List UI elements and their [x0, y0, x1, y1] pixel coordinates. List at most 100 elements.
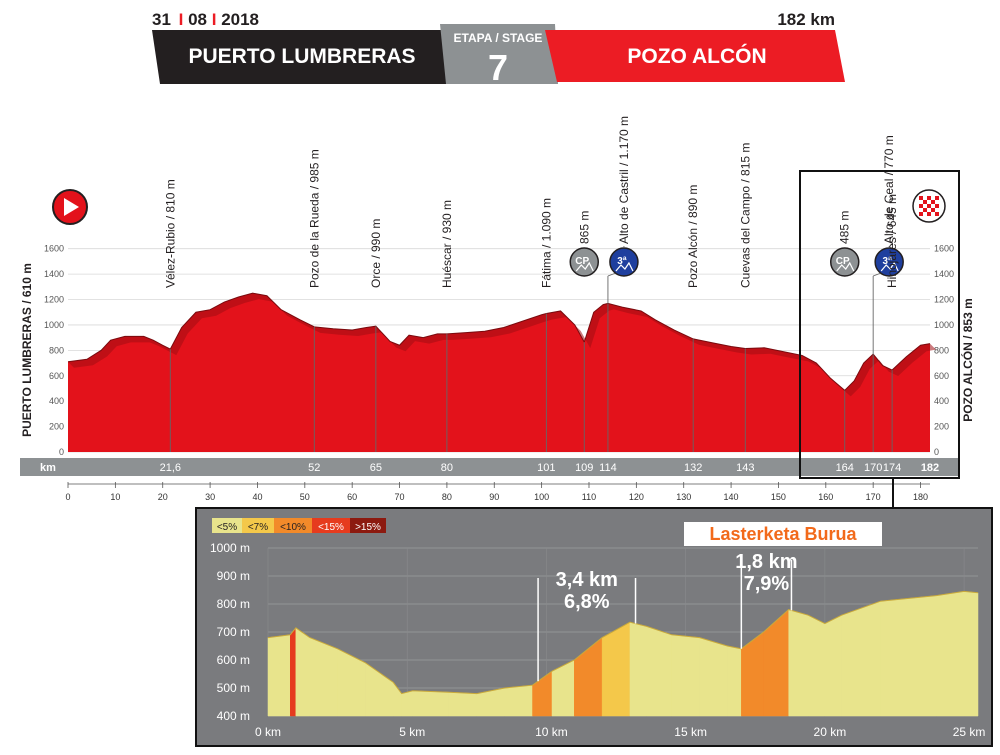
date-day: 31: [152, 10, 171, 29]
climb-gradient-label: 7,9%: [744, 573, 790, 595]
inset-gradient-segment: [935, 591, 965, 717]
finale-detail-chart: 400 m 500 m 600 m 700 m 800 m 900 m 1000 m 0 km…: [195, 507, 993, 747]
place-label: Vélez-Rubio / 810 m: [163, 179, 177, 288]
inset-gradient-segment: [646, 626, 672, 717]
inset-gradient-segment: [309, 637, 338, 717]
checker-square: [935, 212, 939, 216]
header: 31 I 08 I 2018 182 km PUERTO LUMBRERAS E…: [152, 10, 845, 88]
checker-square: [919, 204, 923, 208]
place-label: Fátima / 1.090 m: [539, 198, 553, 288]
legend-label: <5%: [217, 522, 237, 533]
checker-square: [927, 200, 931, 204]
checker-square: [927, 212, 931, 216]
main-y-tick-left: 400: [49, 396, 64, 406]
badge-text: CP: [575, 256, 589, 267]
checker-square: [931, 204, 935, 208]
inset-x-tick: 5 km: [399, 725, 425, 739]
checker-square: [931, 196, 935, 200]
inset-gradient-segment: [412, 690, 450, 717]
legend-swatch: [312, 518, 350, 533]
main-y-tick-right: 400: [934, 396, 949, 406]
inset-gradient-segment: [963, 591, 979, 717]
inset-y-tick: 900 m: [217, 569, 250, 583]
main-y-tick-left: 1200: [44, 295, 64, 305]
inset-gradient-segment: [290, 627, 297, 717]
inset-profile-line: [267, 590, 979, 695]
place-label: Cuevas del Campo / 815 m: [738, 143, 752, 288]
inset-x-tick: 25 km: [953, 725, 986, 739]
km-bar-marker: 114: [599, 462, 617, 474]
checker-square: [931, 212, 935, 216]
place-label: Huéscar / 930 m: [440, 200, 454, 288]
climb-length-label: 1,8 km: [735, 551, 797, 573]
checker-square: [935, 204, 939, 208]
place-label: Pozo Alcón / 890 m: [686, 185, 700, 288]
main-y-tick-right: 800: [934, 345, 949, 355]
inset-y-tick: 800 m: [217, 597, 250, 611]
inset-gradient-segment: [504, 684, 533, 717]
checker-square: [923, 208, 927, 212]
km-bar-marker: 164: [836, 462, 854, 474]
main-y-tick-left: 800: [49, 345, 64, 355]
checker-square: [923, 204, 927, 208]
main-y-tick-right: 1600: [934, 244, 954, 254]
main-x-tick-label: 20: [158, 492, 168, 502]
main-elevation-line: [67, 292, 931, 392]
place-label: Orce / 990 m: [369, 219, 383, 288]
finish-flag-icon: [912, 189, 946, 223]
inset-gradient-segment: [401, 690, 414, 717]
legend-swatch: [350, 518, 386, 533]
main-y-tick-left: 0: [59, 447, 64, 457]
place-label: 865 m: [577, 211, 591, 244]
legend-label: <7%: [248, 522, 268, 533]
checker-square: [927, 204, 931, 208]
stage-distance: 182 km: [777, 10, 835, 29]
inset-y-tick: 400 m: [217, 709, 250, 723]
place-label: Pozo de la Rueda / 985 m: [307, 149, 321, 288]
finish-banner: [545, 30, 845, 82]
place-label: Alto de Castril / 1.170 m: [617, 116, 631, 244]
main-x-tick-label: 10: [110, 492, 120, 502]
checker-square: [927, 208, 931, 212]
mountain-icon: [836, 261, 855, 272]
main-place-markers: Vélez-Rubio / 810 m Pozo de la Rueda / 98…: [163, 116, 904, 452]
main-x-tick-label: 80: [442, 492, 452, 502]
main-y-tick-left: 1000: [44, 320, 64, 330]
inset-y-tick: 1000 m: [210, 541, 250, 555]
place-label: Hinojares / 645 m: [885, 194, 899, 288]
checker-square: [923, 196, 927, 200]
checker-square: [935, 208, 939, 212]
main-y-tick-left: 200: [49, 422, 64, 432]
km-bar-marker: 174: [883, 462, 901, 474]
finish-side-label: POZO ALCÓN / 853 m: [960, 298, 975, 422]
date-month: 08: [188, 10, 207, 29]
inset-gradient-segment: [727, 645, 742, 717]
checker-square: [923, 212, 927, 216]
main-y-tick-right: 1200: [934, 295, 954, 305]
checker-square: [923, 200, 927, 204]
start-side-label: PUERTO LUMBRERAS / 610 m: [20, 263, 34, 437]
km-bar-marker: 21,6: [160, 462, 181, 474]
start-flag-icon: [52, 189, 88, 225]
main-elevation-fill: [68, 293, 930, 452]
checker-square: [919, 196, 923, 200]
km-bar: [20, 458, 958, 476]
main-x-tick-label: 120: [629, 492, 644, 502]
inset-y-tick: 600 m: [217, 653, 250, 667]
inset-y-tick: 700 m: [217, 625, 250, 639]
finish-town: POZO ALCÓN: [627, 44, 766, 68]
main-y-tick-left: 1400: [44, 269, 64, 279]
stage-number-banner: [440, 24, 558, 84]
climb-length-label: 3,4 km: [556, 569, 618, 591]
checker-square: [935, 200, 939, 204]
start-banner: [152, 30, 455, 84]
finale-highlight-box: [799, 170, 960, 479]
legend-swatch: [242, 518, 274, 533]
km-bar-marker: 101: [537, 462, 555, 474]
inset-x-tick: 0 km: [255, 725, 281, 739]
main-x-tick-label: 50: [300, 492, 310, 502]
inset-gradient-segment: [841, 600, 881, 717]
